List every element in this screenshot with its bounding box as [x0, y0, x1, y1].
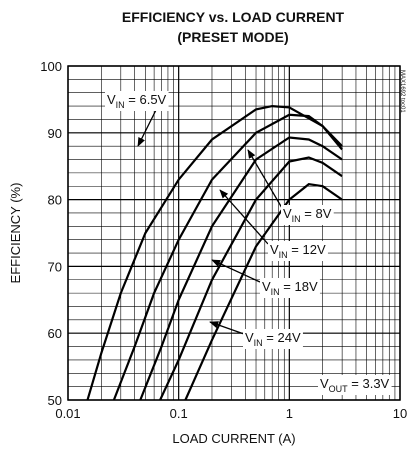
annotation-sub: IN [279, 250, 288, 260]
annotation-main: V [107, 92, 116, 107]
annotation-sub: IN [116, 100, 125, 110]
chart-title: (PRESET MODE) [177, 29, 288, 45]
annotation-bg [268, 241, 328, 261]
annotation-main: V [283, 206, 292, 221]
annotation: VIN = 12V [268, 241, 328, 261]
y-tick-label: 70 [48, 259, 62, 274]
annotation: VIN = 18V [260, 278, 320, 298]
line [159, 156, 343, 401]
y-tick-label: 100 [40, 59, 62, 74]
annotation-bg [260, 278, 320, 298]
y-tick-label: 90 [48, 126, 62, 141]
line [139, 136, 343, 401]
x-tick-label: 1 [286, 406, 293, 421]
annotation-sub: IN [271, 287, 280, 297]
annotation-rest: = 18V [280, 279, 318, 294]
annotation-bg [243, 329, 303, 349]
annotation-sub: IN [254, 338, 263, 348]
annotation-main: V [262, 279, 271, 294]
annotation-main: V [320, 376, 329, 391]
y-tick-label: 60 [48, 326, 62, 341]
annotation-rest: = 6.5V [125, 92, 167, 107]
annotation: VIN = 8V [281, 205, 334, 225]
line [184, 183, 343, 401]
annotation-rest: = 24V [263, 330, 301, 345]
annotation-rest: = 3.3V [348, 376, 390, 391]
chart-title: EFFICIENCY vs. LOAD CURRENT [122, 9, 345, 25]
x-tick-label: 0.1 [170, 406, 188, 421]
figure-id: MAX1692 toc01 [399, 70, 405, 113]
arrows [137, 107, 283, 335]
annotation-text: VIN = 6.5V [107, 92, 167, 110]
annotation-sub: OUT [329, 384, 349, 394]
line [86, 104, 343, 401]
annotation: VIN = 6.5V [105, 91, 169, 111]
grid [67, 65, 401, 401]
annotation: VIN = 24V [243, 329, 303, 349]
annotation-bg [105, 91, 169, 111]
x-tick-label: 0.01 [55, 406, 80, 421]
annotation-text: VIN = 18V [262, 279, 318, 297]
annotation-bg [281, 205, 334, 225]
x-tick-label: 10 [393, 406, 407, 421]
annotation-bg [318, 375, 392, 395]
annotation-text: VIN = 12V [270, 242, 326, 260]
annotation-rest: = 8V [301, 206, 332, 221]
y-axis-label: EFFICIENCY (%) [8, 183, 23, 284]
annotation-main: V [270, 242, 279, 257]
plot-frame [67, 65, 401, 401]
y-tick-label: 50 [48, 393, 62, 408]
line [112, 113, 343, 401]
annotation-rest: = 12V [288, 242, 326, 257]
annotation-text: VOUT = 3.3V [320, 376, 390, 394]
annotation-main: V [245, 330, 254, 345]
annotation: VOUT = 3.3V [318, 375, 392, 395]
annotation-sub: IN [292, 214, 301, 224]
annotation-text: VIN = 8V [283, 206, 332, 224]
y-tick-label: 80 [48, 193, 62, 208]
annotation-text: VIN = 24V [245, 330, 301, 348]
x-axis-label: LOAD CURRENT (A) [172, 431, 295, 446]
